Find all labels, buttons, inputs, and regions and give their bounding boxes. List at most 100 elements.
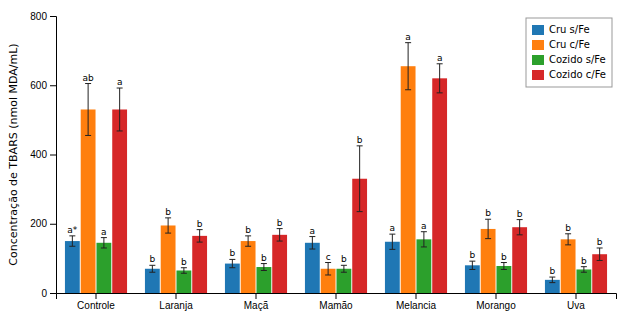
error-line: [343, 265, 344, 272]
annotation: b: [341, 254, 347, 264]
error-cap: [597, 247, 603, 248]
error-cap: [229, 259, 235, 260]
x-tick: Controle: [77, 293, 115, 311]
error-cap: [597, 260, 603, 261]
legend: Cru s/FeCru c/FeCozido s/FeCozido c/Fe: [526, 18, 612, 87]
annotation: b: [245, 225, 251, 235]
error-bar: [469, 261, 475, 269]
tick-mark: [576, 293, 577, 299]
annotation: b: [181, 257, 187, 267]
error-bar: [309, 237, 315, 249]
bar: [465, 265, 480, 293]
legend-swatch: [532, 25, 544, 35]
error-cap: [309, 249, 315, 250]
bar-series: [81, 43, 576, 293]
annotation: b: [149, 254, 155, 264]
tick-mark: [50, 224, 56, 225]
error-cap: [437, 63, 443, 64]
tick-label: Maçã: [244, 300, 269, 311]
bar: [241, 241, 256, 293]
error-bar: [597, 248, 603, 260]
error-line: [88, 84, 89, 136]
error-line: [519, 220, 520, 235]
error-line: [328, 263, 329, 275]
legend-swatch: [532, 55, 544, 65]
error-cap: [245, 235, 251, 236]
tick-mark: [416, 293, 417, 299]
error-cap: [357, 211, 363, 212]
tick-mark: [50, 16, 56, 17]
bar: [96, 243, 111, 293]
tick-label: Laranja: [159, 300, 193, 311]
error-cap: [421, 231, 427, 232]
error-cap: [181, 267, 187, 268]
error-cap: [229, 267, 235, 268]
error-cap: [517, 219, 523, 220]
error-line: [423, 232, 424, 247]
error-line: [199, 230, 200, 242]
axis-line: [57, 294, 617, 300]
error-bar: [341, 265, 347, 272]
error-line: [168, 218, 169, 233]
error-cap: [117, 130, 123, 131]
error-cap: [341, 265, 347, 266]
annotation: a: [421, 221, 427, 231]
error-bar: [565, 234, 571, 245]
error-cap: [165, 217, 171, 218]
error-line: [439, 64, 440, 93]
bar: [336, 269, 351, 293]
error-line: [488, 219, 489, 238]
annotation: a: [405, 32, 411, 42]
error-line: [119, 88, 120, 131]
annotation: b: [485, 208, 491, 218]
annotation: b: [517, 209, 523, 219]
error-cap: [101, 247, 107, 248]
annotation: b: [597, 237, 603, 247]
error-bar: [149, 265, 155, 272]
bar: [512, 227, 527, 293]
bar: [192, 236, 207, 293]
error-line: [103, 238, 104, 248]
error-cap: [261, 270, 267, 271]
error-cap: [581, 266, 587, 267]
annotations: a*bbaabbabbbcabbabbbabbabbbabb: [67, 32, 602, 276]
annotation: b: [357, 135, 363, 145]
bar: [225, 264, 240, 293]
error-line: [472, 261, 473, 269]
legend-item: Cru c/Fe: [532, 39, 590, 50]
y-tick: 200: [30, 218, 56, 229]
error-bar: [181, 268, 187, 274]
error-line: [183, 268, 184, 274]
annotation: c: [326, 252, 331, 262]
error-bar: [421, 232, 427, 247]
tick-mark: [256, 293, 257, 299]
annotation: a: [310, 226, 316, 236]
tick-label: 0: [41, 288, 47, 299]
plot: 0200400600800ControleLaranjaMaçãMamãoMel…: [30, 11, 616, 311]
bar: [496, 266, 511, 293]
bar: [145, 269, 160, 293]
annotation: a: [101, 227, 107, 237]
annotation: b: [197, 219, 203, 229]
legend-label: Cozido s/Fe: [549, 54, 606, 65]
x-tick: Uva: [567, 293, 585, 311]
chart: 0200400600800ControleLaranjaMaçãMamãoMel…: [0, 0, 626, 319]
error-line: [552, 277, 553, 283]
y-tick: 0: [41, 288, 56, 299]
error-line: [263, 264, 264, 271]
bar: [161, 225, 176, 293]
error-cap: [501, 269, 507, 270]
error-bar: [69, 236, 75, 246]
annotation: a: [117, 77, 123, 87]
error-bar: [325, 263, 331, 275]
error-cap: [85, 135, 91, 136]
error-cap: [149, 265, 155, 266]
bar: [256, 267, 271, 293]
tick-mark: [50, 155, 56, 156]
error-bar: [165, 218, 171, 233]
legend-label: Cru c/Fe: [549, 39, 590, 50]
x-tick: Morango: [476, 293, 516, 311]
error-line: [72, 236, 73, 246]
error-bar: [405, 43, 411, 90]
error-line: [312, 237, 313, 249]
